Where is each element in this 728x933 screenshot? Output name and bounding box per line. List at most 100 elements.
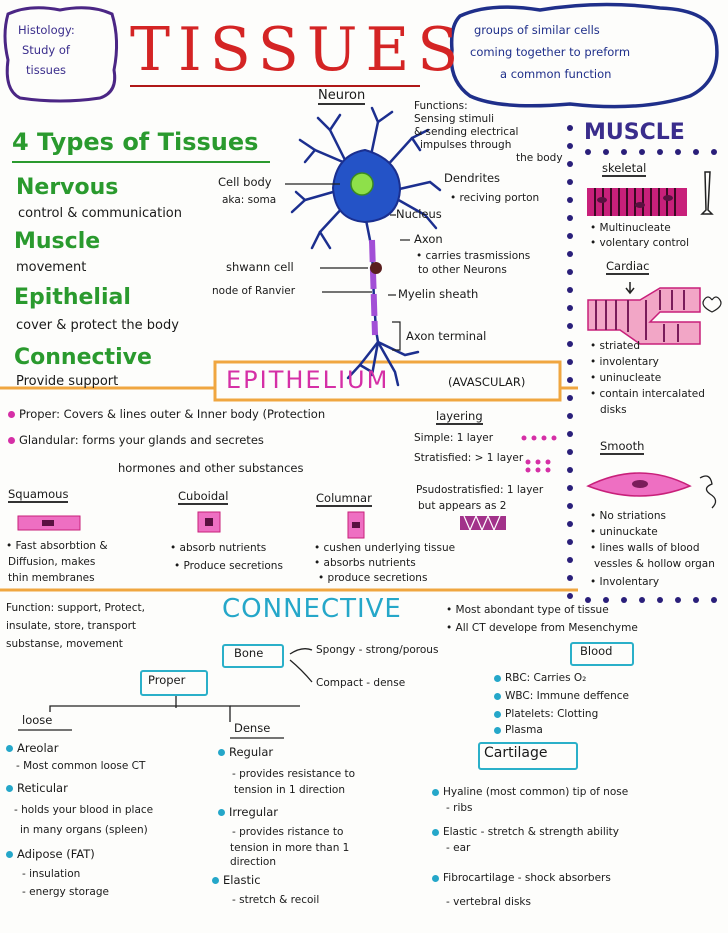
- dense-item-2: Irregular: [218, 806, 278, 819]
- cuboidal-point-2: • Produce secretions: [174, 560, 283, 572]
- neuron-soma: aka: soma: [222, 194, 277, 206]
- loose-item-3-sub-2: - energy storage: [22, 886, 109, 898]
- muscle-cardiac-label: Cardiac: [606, 259, 650, 275]
- definition-line-1: groups of similar cells: [474, 23, 600, 37]
- cardiac-point-1: • striated: [590, 340, 641, 352]
- dense-item-3: Elastic: [212, 874, 261, 887]
- type-epithelial-desc: cover & protect the body: [16, 318, 179, 333]
- columnar-point-3: • produce secretions: [318, 572, 428, 584]
- cartilage-label: Cartilage: [484, 745, 548, 761]
- histology-line-3: tissues: [26, 63, 67, 77]
- neuron-functions-2: Sensing stimuli: [414, 113, 495, 125]
- teal-bullet-icon: [6, 785, 13, 792]
- cartilage-item-1-sub: - ribs: [446, 802, 473, 814]
- teal-bullet-icon: [494, 692, 501, 700]
- teal-bullet-icon: [494, 674, 501, 682]
- histology-line-1: Histology:: [18, 23, 75, 37]
- shape-squamous: Squamous: [8, 487, 69, 503]
- connective-title: CONNECTIVE: [222, 594, 402, 624]
- neuron-myelin: Myelin sheath: [398, 287, 479, 301]
- histology-line-2: Study of: [22, 43, 70, 57]
- type-connective: Connective: [14, 345, 152, 370]
- muscle-dotted-border: [567, 125, 717, 603]
- definition-line-2: coming together to preform: [470, 45, 631, 59]
- blood-box: [570, 642, 634, 666]
- epithelium-subtitle: (AVASCULAR): [448, 375, 526, 389]
- blood-item-3: Platelets: Clotting: [494, 708, 598, 720]
- connective-fact-1: • Most abondant type of tissue: [446, 604, 609, 616]
- columnar-point-1: • cushen underlying tissue: [314, 542, 456, 554]
- blood-label: Blood: [580, 644, 613, 658]
- dense-label: Dense: [234, 721, 271, 735]
- page-title: TISSUES: [130, 15, 467, 85]
- neuron-cell-body: Cell body: [218, 175, 272, 189]
- definition-line-3: a common function: [500, 67, 612, 81]
- loose-item-1-sub: - Most common loose CT: [16, 760, 146, 772]
- layering-title: layering: [436, 409, 483, 425]
- epithelium-glandular: Glandular: forms your glands and secrete…: [8, 434, 264, 447]
- layering-simple: Simple: 1 layer: [414, 432, 494, 444]
- cardiac-muscle-drawing: [587, 282, 722, 345]
- bone-box: [222, 644, 284, 668]
- teal-bullet-icon: [218, 749, 225, 756]
- muscle-smooth-label: Smooth: [600, 439, 645, 455]
- epithelial-cell-drawings: [17, 435, 557, 539]
- type-muscle-desc: movement: [16, 260, 87, 275]
- type-connective-desc: Provide support: [16, 374, 119, 389]
- cartilage-item-2-sub: - ear: [446, 842, 471, 854]
- type-epithelial: Epithelial: [14, 285, 131, 310]
- epithelium-glandular-2: hormones and other substances: [118, 461, 304, 475]
- dense-item-1-sub-1: - provides resistance to: [232, 768, 356, 780]
- connective-function-3: substanse, movement: [6, 638, 123, 650]
- dense-item-1-sub-2: tension in 1 direction: [234, 784, 345, 796]
- muscle-skeletal-label: skeletal: [602, 161, 647, 177]
- neuron-functions-1: Functions:: [414, 100, 468, 112]
- neuron-drawing: [290, 106, 442, 387]
- teal-bullet-icon: [432, 788, 439, 796]
- smooth-point-3: • lines walls of blood: [590, 542, 700, 554]
- squamous-point-1: • Fast absorbtion &: [6, 540, 108, 552]
- neuron-ranvier: node of Ranvier: [212, 285, 296, 297]
- cardiac-point-2: • involentary: [590, 356, 659, 368]
- types-heading: 4 Types of Tissues: [12, 128, 259, 156]
- blood-item-1: RBC: Carries O₂: [494, 672, 586, 684]
- loose-item-2: Reticular: [6, 782, 68, 795]
- layering-pseudo-1: Psudostratisfied: 1 layer: [416, 484, 544, 496]
- connective-function-2: insulate, store, transport: [6, 620, 137, 632]
- dense-item-2-sub-1: - provides ristance to: [232, 826, 344, 838]
- pink-bullet-icon: [8, 437, 15, 444]
- connective-tree-lines: [18, 648, 313, 739]
- neuron-functions-4: impulses through: [420, 139, 512, 151]
- muscle-title: MUSCLE: [584, 120, 685, 145]
- neuron-schwann: shwann cell: [226, 260, 294, 274]
- cartilage-box: [478, 742, 578, 770]
- epithelium-title: EPITHELIUM: [226, 366, 390, 394]
- epithelium-proper: Proper: Covers & lines outer & Inner bod…: [8, 408, 325, 421]
- bone-spongy: Spongy - strong/porous: [316, 644, 439, 656]
- smooth-muscle-drawing: [586, 472, 717, 509]
- shape-cuboidal: Cuboidal: [178, 489, 229, 505]
- squamous-point-3: thin membranes: [8, 572, 95, 584]
- smooth-point-4: vessles & hollow organ: [594, 558, 715, 570]
- neuron-nucleus: Nucleus: [396, 207, 442, 221]
- loose-item-3: Adipose (FAT): [6, 848, 95, 861]
- dense-item-3-sub: - stretch & recoil: [232, 894, 320, 906]
- neuron-functions-3: & sending electrical: [414, 126, 519, 138]
- teal-bullet-icon: [494, 710, 501, 718]
- pink-bullet-icon: [8, 411, 15, 418]
- bone-label: Bone: [234, 646, 264, 660]
- proper-box: [140, 670, 208, 696]
- teal-bullet-icon: [212, 877, 219, 884]
- cartilage-item-2: Elastic - stretch & strength ability: [432, 826, 619, 838]
- neuron-axon-desc-2: to other Neurons: [418, 264, 507, 276]
- teal-bullet-icon: [6, 851, 13, 858]
- teal-bullet-icon: [218, 809, 225, 816]
- neuron-title: Neuron: [318, 88, 366, 105]
- proper-label: Proper: [148, 673, 186, 687]
- cardiac-point-3: • uninucleate: [590, 372, 662, 384]
- cartilage-item-3: Fibrocartilage - shock absorbers: [432, 872, 611, 884]
- neuron-dendrites-desc: • reciving porton: [450, 192, 540, 204]
- neuron-terminal: Axon terminal: [406, 329, 487, 343]
- teal-bullet-icon: [6, 745, 13, 752]
